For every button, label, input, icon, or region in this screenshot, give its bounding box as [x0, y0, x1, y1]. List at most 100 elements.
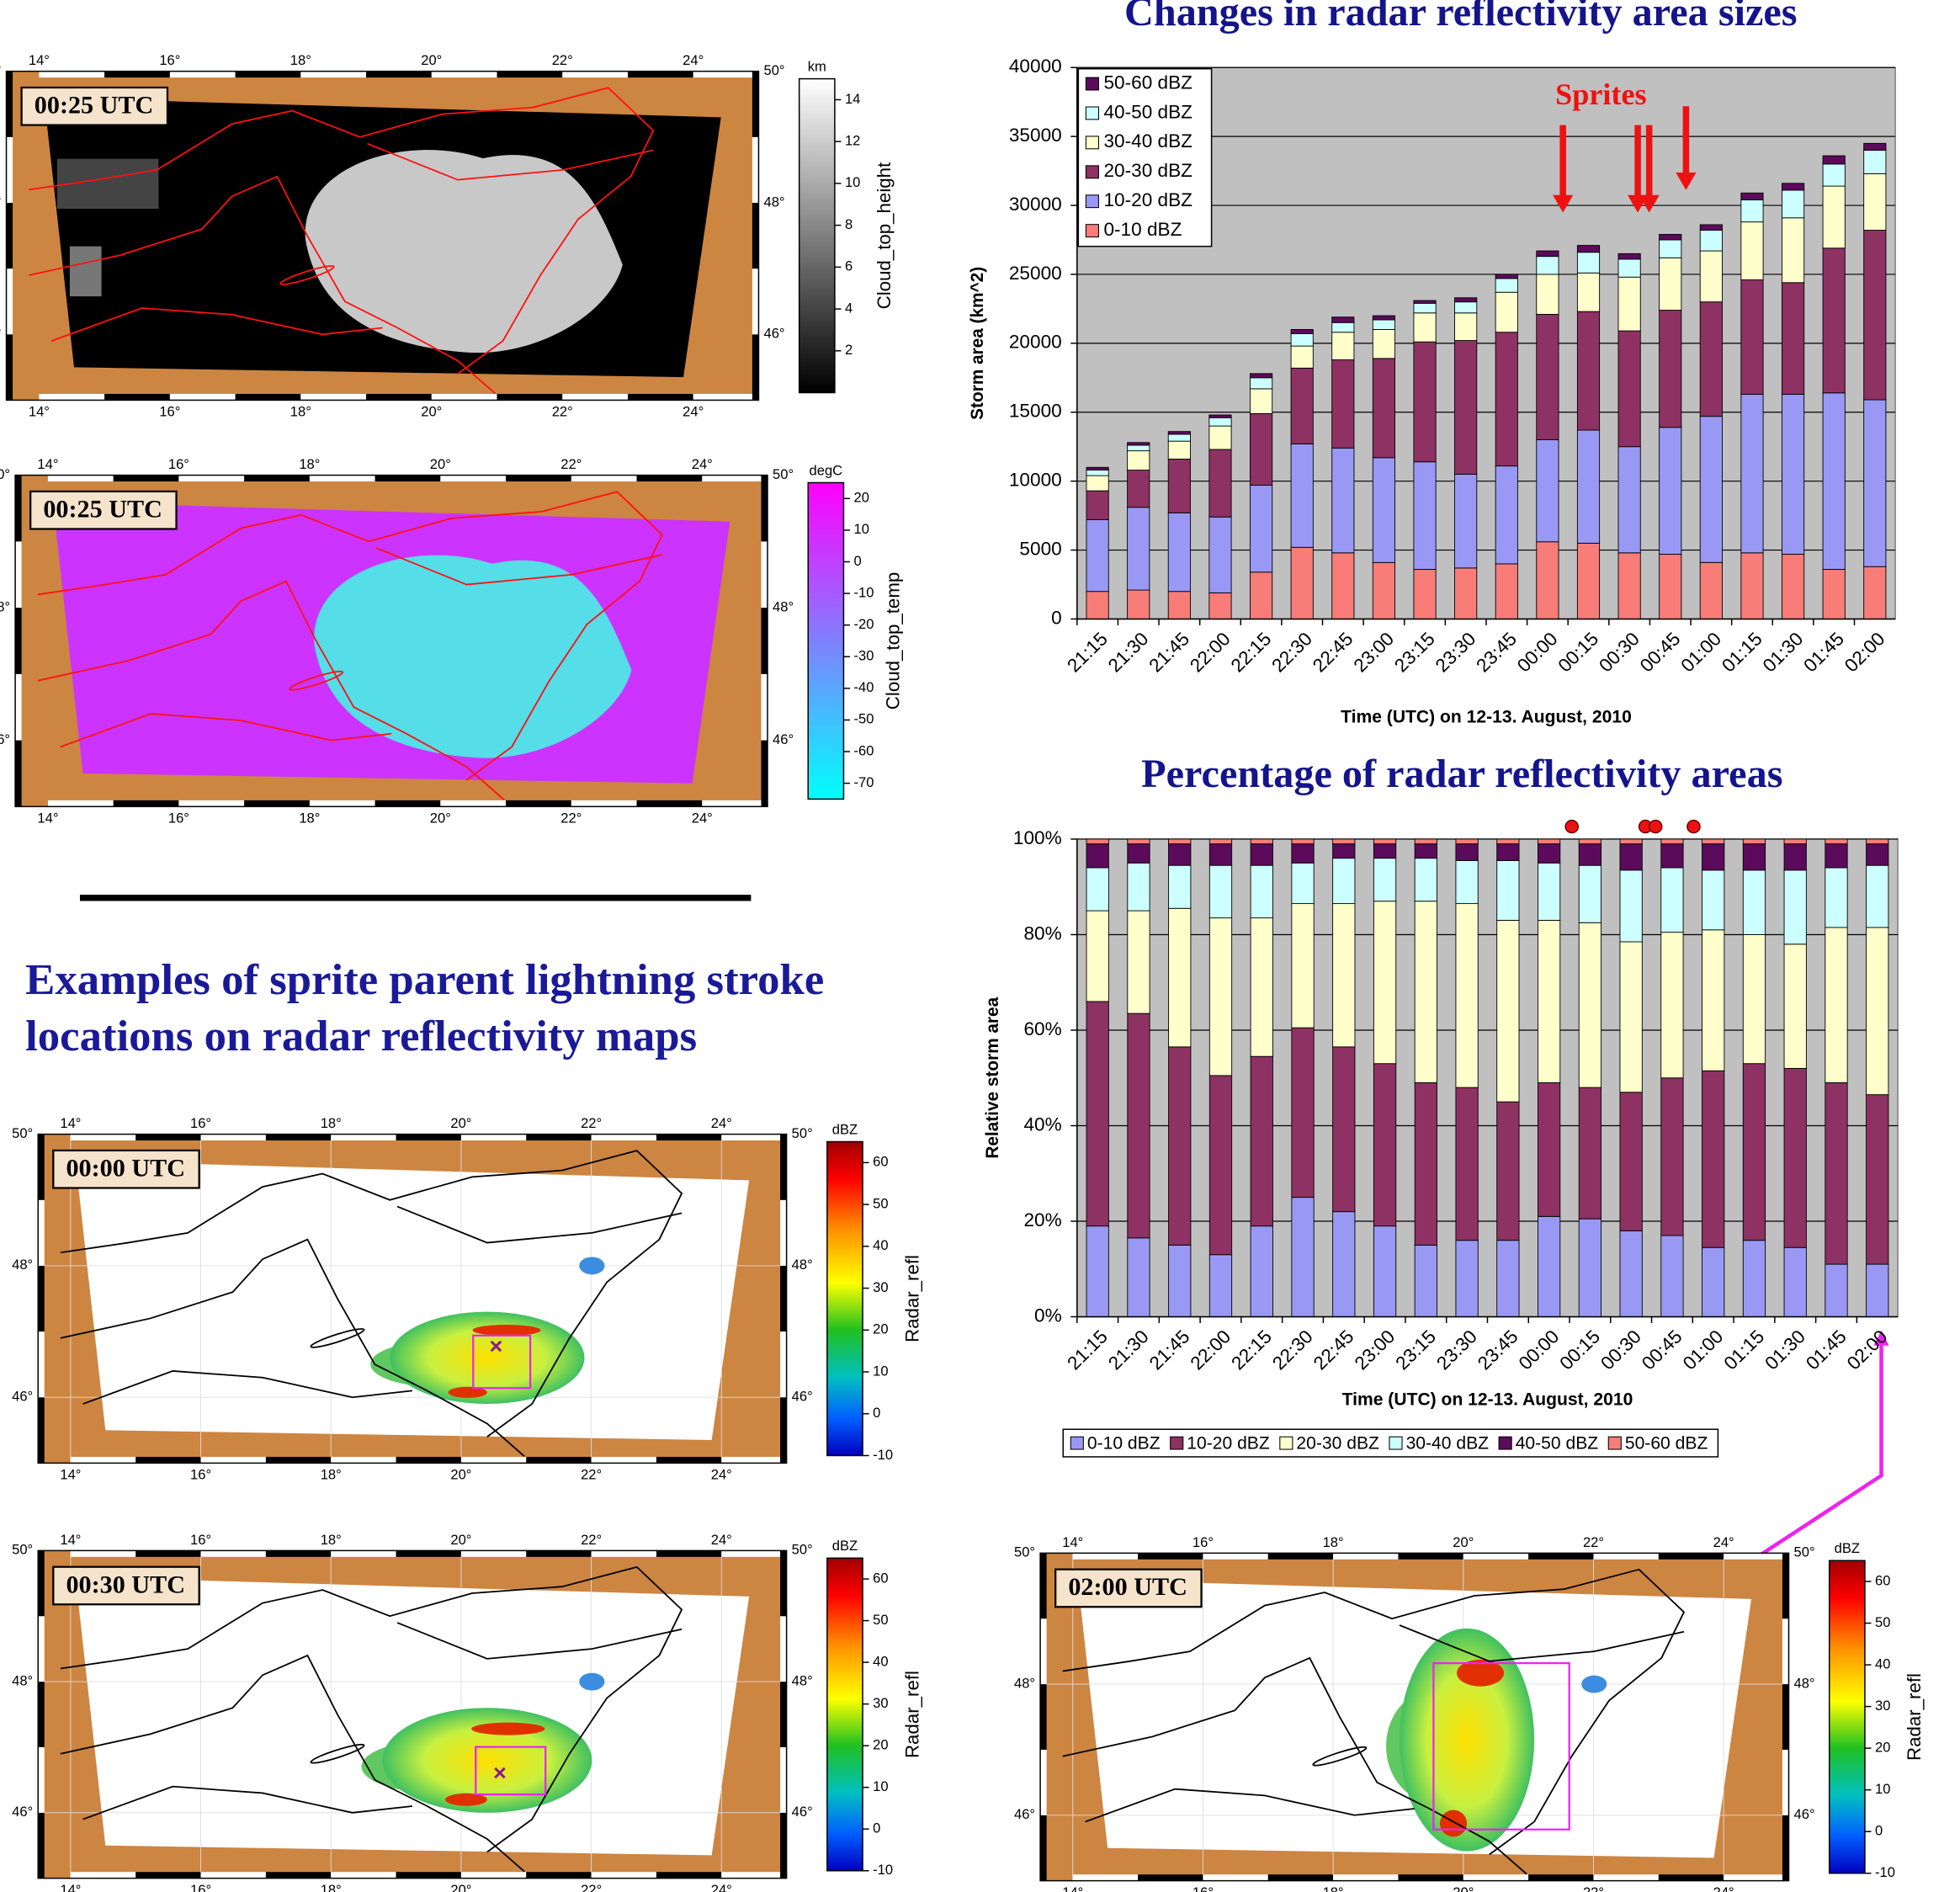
- bar-segment: [1782, 283, 1803, 395]
- bar-segment: [1618, 553, 1640, 619]
- x-tick-label: 23:30: [1432, 1326, 1481, 1374]
- bar-segment: [1537, 274, 1559, 315]
- lon-tick-label: 24°: [711, 1883, 732, 1892]
- map-frame: [1782, 1553, 1789, 1618]
- bar-segment: [1579, 865, 1601, 922]
- legend-swatch: [1086, 225, 1098, 237]
- bar-segment: [1169, 839, 1191, 844]
- bar-segment: [1538, 1082, 1559, 1216]
- lat-tick-label: 50°: [0, 467, 10, 482]
- x-tick-label: 00:00: [1515, 1326, 1564, 1374]
- map-frame: [38, 1135, 45, 1200]
- map-frame: [506, 476, 571, 481]
- map-frame: [780, 1331, 787, 1397]
- bar-segment: [1577, 273, 1599, 311]
- lon-tick-label: 20°: [1453, 1885, 1474, 1892]
- bar-segment: [1168, 513, 1190, 591]
- bar-segment: [1537, 257, 1559, 274]
- bar-segment: [1168, 592, 1190, 619]
- map-frame: [780, 1266, 787, 1331]
- legend-label: 20-30 dBZ: [1296, 1434, 1379, 1454]
- bar-segment: [1291, 329, 1313, 333]
- map-frame: [71, 1872, 135, 1878]
- bar-segment: [1250, 486, 1272, 572]
- bar-segment: [1864, 231, 1886, 400]
- bar-segment: [1497, 1241, 1519, 1317]
- x-tick-label: 01:00: [1676, 628, 1725, 676]
- lon-tick-label: 22°: [581, 1533, 602, 1548]
- bar-segment: [1661, 839, 1683, 844]
- lon-tick-label: 14°: [1062, 1535, 1083, 1550]
- y-axis-label: Storm area (km^2): [968, 267, 987, 420]
- map-frame: [1040, 1684, 1047, 1750]
- bar-segment: [1332, 448, 1354, 552]
- colorbar-tick-label: 50: [873, 1613, 888, 1628]
- bar-segment: [1455, 302, 1477, 313]
- map-frame: [300, 72, 366, 77]
- map-frame: [15, 741, 22, 807]
- colorbar-tick-label: -50: [854, 712, 874, 727]
- legend-swatch: [1086, 136, 1098, 149]
- map-frame: [7, 334, 13, 400]
- bar-segment: [1086, 476, 1108, 491]
- map-frame: [761, 476, 768, 542]
- bar-segment: [1251, 844, 1272, 866]
- map-frame: [38, 1747, 45, 1813]
- colorbar-tick-label: -70: [854, 775, 874, 790]
- bar-segment: [1823, 156, 1845, 164]
- map-frame: [266, 1550, 331, 1556]
- colorbar-tick-label: 60: [1875, 1573, 1890, 1588]
- map-frame: [526, 1457, 591, 1463]
- cloud-patch: [70, 247, 102, 296]
- lon-tick-label: 24°: [1713, 1535, 1734, 1550]
- bar-segment: [1455, 568, 1477, 619]
- bar-segment: [1169, 1245, 1191, 1316]
- x-tick-label: 22:00: [1187, 1326, 1235, 1374]
- bar-segment: [1743, 1241, 1765, 1317]
- map-frame: [7, 268, 13, 334]
- x-tick-label: 23:15: [1391, 1326, 1440, 1374]
- map-frame: [201, 1872, 266, 1878]
- x-tick-label: 01:30: [1759, 628, 1808, 676]
- map-frame: [71, 1457, 135, 1463]
- x-tick-label: 01:00: [1679, 1326, 1728, 1374]
- map-frame: [1528, 1553, 1593, 1559]
- bar-segment: [1660, 258, 1681, 310]
- map-frame: [1040, 1618, 1047, 1684]
- colorbar-tick-label: 10: [873, 1363, 888, 1379]
- colorbar-title: Radar_refl: [1904, 1673, 1925, 1761]
- lat-tick-label: 48°: [0, 194, 2, 210]
- x-tick-label: 00:15: [1555, 1326, 1604, 1374]
- bar-segment: [1086, 592, 1108, 619]
- legend-swatch: [1280, 1437, 1293, 1449]
- map-frame: [628, 394, 693, 400]
- map-frame: [375, 800, 441, 806]
- map-frame: [1724, 1553, 1788, 1559]
- map-frame: [780, 1616, 787, 1682]
- lon-tick-label: 16°: [168, 457, 189, 472]
- lon-tick-label: 16°: [159, 405, 180, 420]
- x-tick-label: 23:00: [1351, 1326, 1400, 1374]
- map-frame: [104, 394, 170, 400]
- map-frame: [38, 1200, 45, 1266]
- y-tick-label: 5000: [1019, 539, 1061, 560]
- bar-segment: [1741, 553, 1763, 619]
- bar-segment: [1086, 1002, 1108, 1226]
- lon-tick-label: 14°: [29, 405, 50, 420]
- bar-segment: [1741, 222, 1763, 280]
- lat-tick-label: 48°: [792, 1674, 813, 1689]
- map-frame: [15, 674, 22, 741]
- bar-segment: [1292, 904, 1314, 1028]
- map-frame: [236, 72, 301, 77]
- colorbar-tick-label: 10: [854, 522, 869, 537]
- bar-segment: [1169, 908, 1191, 1047]
- bar-segment: [1743, 844, 1765, 870]
- map-frame: [761, 608, 768, 674]
- bar-segment: [1373, 839, 1395, 844]
- sprite-dot: [1565, 821, 1578, 833]
- bar-segment: [1537, 542, 1559, 619]
- bar-segment: [1415, 1245, 1437, 1316]
- map-frame: [331, 1457, 396, 1463]
- legend-swatch: [1389, 1437, 1402, 1449]
- lon-tick-label: 22°: [581, 1468, 602, 1483]
